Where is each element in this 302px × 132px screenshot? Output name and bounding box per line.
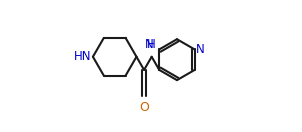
Text: H: H [147, 39, 156, 51]
Text: N: N [144, 39, 153, 51]
Text: HN: HN [74, 50, 91, 63]
Text: O: O [139, 101, 149, 114]
Text: N: N [196, 43, 205, 56]
